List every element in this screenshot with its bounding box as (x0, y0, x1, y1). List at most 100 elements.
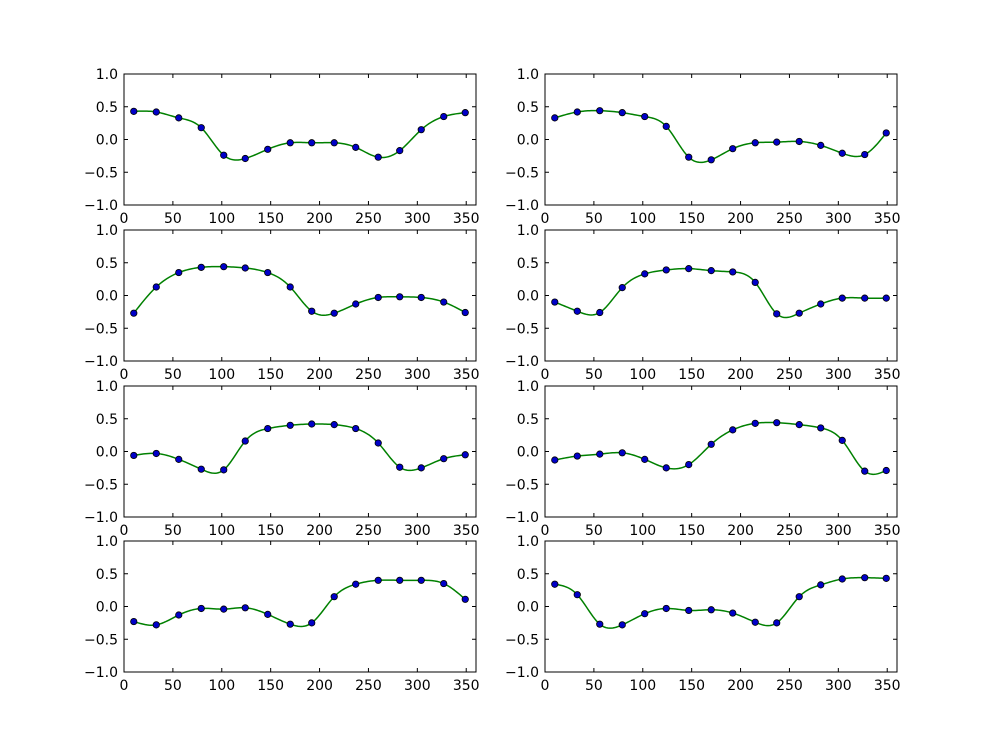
data-point (197, 124, 205, 132)
data-point (264, 268, 272, 277)
data-point (220, 605, 228, 613)
data-point (838, 436, 846, 444)
data-point (729, 609, 737, 617)
data-point (838, 294, 846, 302)
x-tick-label: 50 (164, 211, 182, 227)
x-tick-label: 0 (541, 367, 550, 383)
data-point (461, 308, 469, 317)
data-point (286, 283, 294, 291)
x-tick-label: 350 (453, 523, 480, 539)
y-tick-label: −1.0 (84, 665, 118, 681)
data-point (729, 145, 737, 153)
x-tick-label: 300 (404, 523, 431, 539)
data-point (308, 619, 316, 627)
data-point (152, 283, 160, 291)
data-point (773, 419, 781, 427)
data-point (175, 114, 183, 122)
data-point (352, 580, 360, 588)
y-tick-label: 0.5 (96, 100, 118, 116)
data-point (308, 307, 316, 315)
x-tick-label: 100 (208, 523, 235, 539)
x-tick-label: 250 (355, 211, 382, 227)
data-point (685, 153, 693, 161)
data-point (175, 455, 183, 463)
y-tick-label: −1.0 (84, 198, 118, 214)
data-point (551, 580, 559, 588)
x-tick-label: 300 (404, 678, 431, 694)
x-tick-label: 50 (164, 678, 182, 694)
data-point (882, 294, 890, 302)
y-tick-label: 0.5 (517, 412, 539, 428)
data-point (440, 112, 448, 121)
y-tick-label: 1.0 (517, 379, 539, 395)
x-tick-label: 200 (727, 211, 754, 227)
x-tick-label: 250 (355, 523, 382, 539)
data-point (596, 620, 604, 628)
y-tick-label: 0.5 (517, 100, 539, 116)
x-tick-label: 350 (874, 211, 901, 227)
data-point (461, 595, 469, 603)
x-tick-label: 300 (404, 211, 431, 227)
y-tick-label: 1.0 (96, 379, 118, 395)
data-point (773, 138, 781, 146)
data-point (795, 137, 803, 146)
x-tick-label: 150 (257, 367, 284, 383)
y-tick-label: 0.5 (96, 256, 118, 272)
data-point (396, 293, 404, 301)
data-point (152, 621, 160, 629)
data-point (286, 139, 294, 147)
data-point (396, 463, 404, 471)
data-point (461, 109, 469, 117)
data-point (152, 449, 160, 458)
data-point (618, 284, 626, 292)
data-point (641, 112, 649, 121)
subplot-3: 0 50 100 150 200 250 300 350 1.0 0.5 0.0 −0.5 −1.0 (84, 223, 480, 383)
y-tick-label: −0.5 (505, 477, 539, 493)
data-point (461, 451, 469, 459)
axes-frame (544, 229, 898, 362)
data-point (861, 294, 869, 302)
x-tick-label: 350 (874, 523, 901, 539)
data-point (440, 579, 448, 588)
x-tick-label: 50 (585, 367, 603, 383)
x-tick-label: 100 (208, 211, 235, 227)
x-tick-label: 300 (404, 367, 431, 383)
data-point (817, 424, 825, 432)
data-point (882, 574, 890, 582)
y-tick-label: 0.0 (517, 445, 539, 461)
y-tick-label: 1.0 (96, 223, 118, 239)
data-point (685, 460, 693, 469)
data-point (795, 309, 803, 317)
data-point (175, 268, 183, 277)
data-point (396, 576, 404, 584)
data-point (330, 593, 338, 601)
y-tick-label: −0.5 (505, 165, 539, 181)
data-point (729, 268, 737, 276)
data-point (596, 450, 604, 458)
data-point (396, 147, 404, 155)
data-point (882, 129, 890, 137)
y-tick-label: 0.5 (96, 412, 118, 428)
x-tick-label: 150 (257, 211, 284, 227)
x-tick-label: 200 (727, 367, 754, 383)
data-point (573, 591, 581, 599)
fit-curve (133, 579, 466, 628)
x-tick-label: 350 (453, 211, 480, 227)
y-tick-label: 1.0 (517, 223, 539, 239)
fit-curve (554, 421, 887, 476)
data-point (417, 293, 425, 302)
data-point (707, 267, 715, 275)
y-tick-label: −0.5 (505, 321, 539, 337)
data-point (286, 421, 294, 429)
data-point (662, 604, 670, 613)
data-point (596, 107, 604, 115)
x-tick-label: 250 (776, 211, 803, 227)
x-tick-label: 100 (629, 367, 656, 383)
subplot-1: 0 50 100 150 200 250 300 350 1.0 0.5 0.0 −0.5 −1.0 (84, 67, 480, 227)
y-tick-label: 1.0 (96, 67, 118, 83)
x-tick-label: 0 (120, 523, 129, 539)
data-point (220, 466, 228, 474)
subplot-8: 0 50 100 150 200 250 300 350 1.0 0.5 0.0 −0.5 −1.0 (505, 534, 901, 694)
data-point (861, 150, 869, 159)
y-tick-label: −1.0 (84, 510, 118, 526)
